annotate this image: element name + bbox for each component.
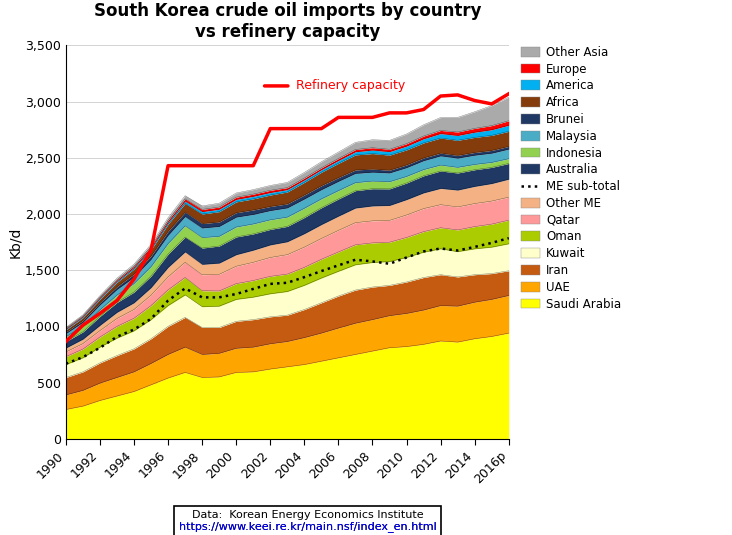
Text: Data:  Korean Energy Economics Institute
https://www.keei.re.kr/main.nsf/index_e: Data: Korean Energy Economics Institute …	[179, 510, 436, 532]
Legend: Other Asia, Europe, America, Africa, Brunei, Malaysia, Indonesia, Australia, ME : Other Asia, Europe, America, Africa, Bru…	[519, 43, 624, 313]
Text: Refinery capacity: Refinery capacity	[296, 79, 405, 93]
Text: https://www.keei.re.kr/main.nsf/index_en.html: https://www.keei.re.kr/main.nsf/index_en…	[179, 510, 436, 532]
Title: South Korea crude oil imports by country
vs refinery capacity: South Korea crude oil imports by country…	[94, 2, 481, 41]
Y-axis label: Kb/d: Kb/d	[8, 226, 23, 258]
